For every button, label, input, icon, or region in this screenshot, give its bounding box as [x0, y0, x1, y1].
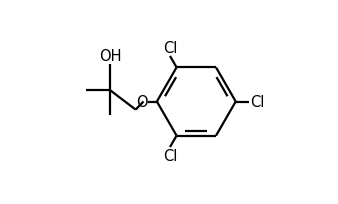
Text: Cl: Cl — [163, 148, 177, 163]
Text: Cl: Cl — [163, 41, 177, 56]
Text: Cl: Cl — [250, 94, 264, 110]
Text: OH: OH — [99, 49, 122, 64]
Text: O: O — [136, 94, 148, 110]
